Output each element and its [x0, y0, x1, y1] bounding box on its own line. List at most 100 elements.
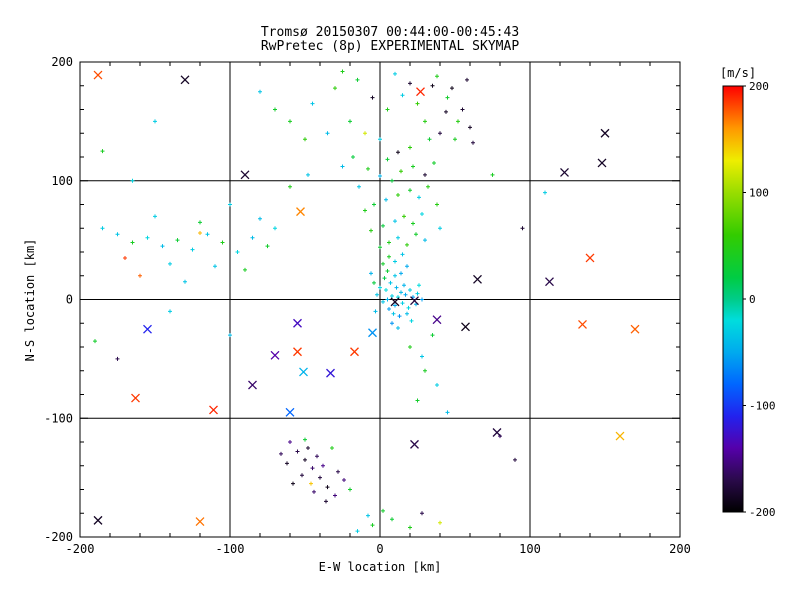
data-point: [299, 367, 308, 377]
data-point: [213, 264, 217, 269]
data-point: [285, 407, 295, 417]
data-point: [333, 493, 337, 498]
data-point: [460, 107, 465, 112]
data-point: [355, 77, 360, 82]
data-point: [310, 101, 315, 106]
grid-lines: [80, 62, 680, 537]
data-point: [350, 347, 359, 357]
data-point: [369, 271, 373, 276]
data-point: [423, 119, 427, 124]
y-tick-label: 100: [51, 174, 73, 188]
data-point: [366, 513, 370, 518]
data-point: [300, 473, 304, 478]
data-point: [411, 221, 415, 226]
data-point: [288, 184, 292, 189]
data-point: [357, 184, 361, 189]
data-point: [378, 137, 382, 142]
y-tick-label: 200: [51, 55, 73, 69]
data-point: [400, 93, 405, 98]
data-point: [384, 288, 388, 292]
data-point: [423, 238, 427, 243]
data-point: [545, 277, 554, 287]
data-point: [385, 269, 390, 273]
data-point: [445, 410, 450, 415]
data-point: [465, 77, 469, 82]
data-point: [321, 463, 325, 468]
data-point: [198, 231, 202, 235]
data-point: [438, 520, 442, 525]
data-point: [411, 164, 415, 169]
data-point: [209, 405, 218, 415]
data-point: [435, 74, 439, 79]
data-point: [235, 250, 240, 254]
data-point: [414, 232, 418, 237]
data-point: [396, 235, 400, 240]
y-tick-labels: -200 -100 0 100 200: [44, 55, 73, 544]
data-point: [375, 292, 379, 297]
data-point: [468, 125, 472, 130]
data-point: [405, 311, 409, 316]
data-point: [456, 119, 460, 124]
data-point: [408, 525, 412, 530]
data-point: [415, 291, 420, 296]
data-point: [543, 190, 547, 195]
x-tick-label: -100: [216, 542, 245, 556]
data-point: [417, 195, 421, 200]
data-point: [270, 350, 280, 360]
data-point: [381, 508, 385, 513]
data-point: [381, 299, 385, 304]
data-point: [403, 292, 408, 297]
x-tick-label: 0: [376, 542, 383, 556]
data-point: [366, 166, 370, 171]
data-point: [396, 326, 400, 330]
data-point: [180, 75, 190, 85]
data-point: [560, 167, 569, 177]
data-point: [390, 293, 394, 298]
data-point: [381, 223, 385, 228]
data-point: [198, 220, 202, 225]
data-point: [93, 515, 103, 525]
data-point: [381, 261, 385, 266]
data-point: [420, 511, 424, 516]
data-point: [372, 202, 376, 207]
data-point: [378, 285, 382, 290]
data-point: [388, 280, 393, 285]
data-point: [423, 172, 427, 177]
data-point: [387, 307, 391, 311]
data-point: [348, 487, 352, 492]
data-point: [145, 235, 150, 240]
data-point: [123, 255, 127, 260]
data-point: [228, 333, 232, 338]
x-tick-label: 200: [669, 542, 691, 556]
data-point: [131, 393, 140, 403]
colorbar-tick-label: 200: [749, 80, 769, 93]
y-tick-label: 0: [66, 293, 73, 307]
data-point: [426, 184, 430, 189]
data-point: [393, 259, 397, 264]
data-point: [296, 207, 305, 217]
data-point: [138, 273, 142, 278]
data-point: [273, 107, 277, 112]
data-point: [396, 150, 400, 155]
data-point: [160, 244, 165, 249]
colorbar-tick-label: -100: [749, 400, 776, 413]
data-point: [408, 81, 412, 86]
data-point: [368, 328, 377, 338]
data-point: [285, 461, 289, 466]
data-point: [385, 297, 390, 302]
data-point: [378, 245, 382, 250]
data-point: [293, 318, 302, 328]
data-point: [351, 155, 355, 159]
data-point: [243, 267, 247, 272]
data-point: [250, 235, 255, 240]
data-point: [438, 131, 442, 136]
data-point: [400, 301, 405, 306]
data-point: [513, 457, 517, 462]
colorbar-tick-label: 100: [749, 187, 769, 200]
data-point: [432, 315, 442, 325]
data-point: [228, 202, 232, 207]
data-point: [220, 240, 225, 245]
data-point: [258, 216, 262, 221]
data-point: [190, 247, 195, 252]
